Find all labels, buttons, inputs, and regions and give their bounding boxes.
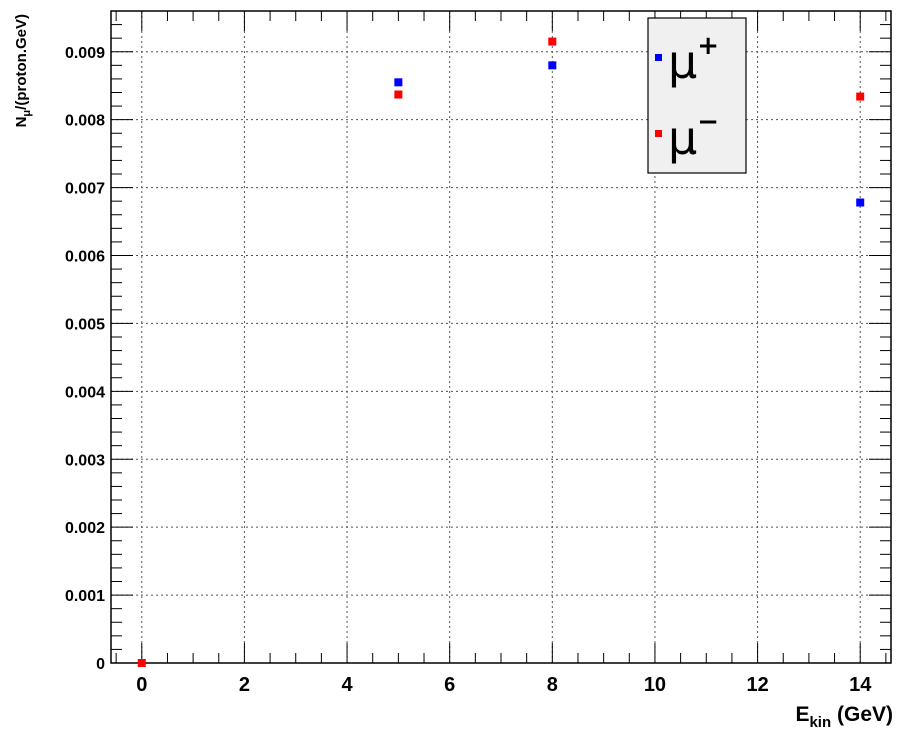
x-axis-title-main: E [795,703,809,726]
legend-label-mu-minus-base: μ [668,111,697,165]
data-point-series0-1 [548,61,557,70]
y-tick-label-5: 0.005 [65,316,105,333]
x-tick-label-3: 6 [444,674,455,696]
y-tick-labels: 0 0.001 0.002 0.003 0.004 0.005 0.006 0.007 0.00… [65,45,105,673]
data-point-series0-2 [856,198,865,207]
data-point-series1-0 [137,659,146,667]
y-axis-title: Nμ/(proton.GeV) [13,14,33,127]
data-points [137,37,865,667]
y-tick-label-8: 0.008 [65,113,105,130]
y-tick-label-4: 0.004 [65,384,105,401]
legend-label-mu-plus-base: μ [668,35,697,89]
y-tick-label-6: 0.006 [65,249,105,266]
x-tick-label-5: 10 [644,674,666,696]
grid [111,11,891,663]
data-point-series0-0 [394,78,403,87]
y-axis-title-sub: μ [21,110,33,117]
legend-box [647,17,747,174]
legend-marker-mu-minus [655,130,662,137]
x-tick-label-7: 14 [849,674,872,696]
legend-label-mu-minus: μ− [668,107,719,165]
y-tick-label-3: 0.003 [65,452,105,469]
x-axis-title: Ekin (GeV) [795,703,893,731]
x-tick-label-4: 8 [547,674,558,696]
data-point-series1-2 [548,37,557,46]
legend: μ+ μ− [647,17,747,174]
y-tick-label-1: 0.001 [65,588,105,605]
data-point-series1-3 [856,92,865,101]
x-tick-label-2: 4 [341,674,353,696]
plot-frame [110,10,892,664]
legend-label-mu-minus-sup: − [697,107,719,137]
y-axis-title-main: N [13,117,30,128]
x-tick-label-1: 2 [239,674,250,696]
x-tick-label-0: 0 [136,674,147,696]
y-axis-title-rest: /(proton.GeV) [13,14,30,110]
legend-marker-mu-plus [655,54,662,61]
y-tick-label-0: 0 [96,656,105,673]
x-axis-title-unit: (GeV) [831,703,893,726]
x-axis-title-sub: kin [809,714,831,731]
x-tick-label-6: 12 [746,674,768,696]
x-tick-labels: 0 2 4 6 8 10 12 14 [136,674,872,696]
y-tick-label-2: 0.002 [65,520,105,537]
legend-label-mu-plus-sup: + [697,31,719,61]
y-tick-label-9: 0.009 [65,45,105,62]
axis-ticks [111,10,891,664]
data-point-series1-1 [394,90,403,99]
y-tick-label-7: 0.007 [65,181,105,198]
legend-label-mu-plus: μ+ [668,31,719,89]
